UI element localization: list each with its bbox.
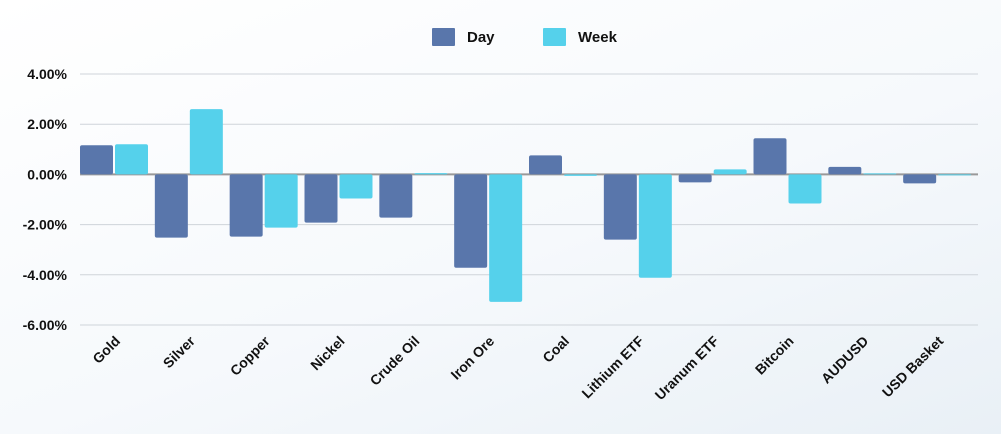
bar-week <box>713 169 747 175</box>
x-tick-label: AUDUSD <box>818 333 872 387</box>
bar-day <box>903 174 937 184</box>
x-tick-label: Coal <box>539 333 572 366</box>
bar-day <box>603 174 637 240</box>
bar-day <box>753 138 787 175</box>
x-tick-label: Gold <box>89 333 123 367</box>
bar-week <box>489 174 523 302</box>
bar-day <box>678 174 712 183</box>
x-tick-label: Copper <box>227 332 273 378</box>
x-tick-label: Iron Ore <box>447 333 497 383</box>
y-tick-label: 4.00% <box>27 66 67 82</box>
x-tick-label: Lithium ETF <box>578 333 647 402</box>
x-tick-label: Crude Oil <box>367 333 423 389</box>
bar-week <box>564 174 597 176</box>
y-tick-label: -6.00% <box>23 317 68 333</box>
bar-day <box>379 174 413 218</box>
y-tick-label: 2.00% <box>27 116 67 132</box>
bar-week <box>115 144 148 175</box>
bar-day <box>454 174 488 268</box>
y-tick-label: -4.00% <box>23 267 68 283</box>
bar-day <box>154 174 188 238</box>
x-tick-label: USD Basket <box>879 333 947 401</box>
legend-label: Week <box>578 29 618 46</box>
bar-week <box>788 174 822 204</box>
bar-week <box>264 174 298 228</box>
bar-day <box>529 155 562 175</box>
x-tick-label: Bitcoin <box>752 333 797 378</box>
legend-label: Day <box>467 29 495 46</box>
bar-week <box>339 174 373 199</box>
legend-swatch-day <box>432 28 455 46</box>
bar-week <box>638 174 672 278</box>
bar-week <box>938 174 972 176</box>
y-tick-label: 0.00% <box>27 166 67 182</box>
x-tick-label: Silver <box>160 332 199 371</box>
bar-week <box>189 109 223 175</box>
bar-day <box>828 166 862 175</box>
x-tick-label: Uranum ETF <box>652 332 722 402</box>
y-tick-label: -2.00% <box>23 217 68 233</box>
x-tick-label: Nickel <box>307 333 347 373</box>
bar-week <box>863 173 897 175</box>
bar-day <box>229 174 263 237</box>
bar-week <box>414 173 448 175</box>
legend-swatch-week <box>543 28 566 46</box>
bar-day <box>304 174 338 223</box>
bar-day <box>80 145 113 175</box>
